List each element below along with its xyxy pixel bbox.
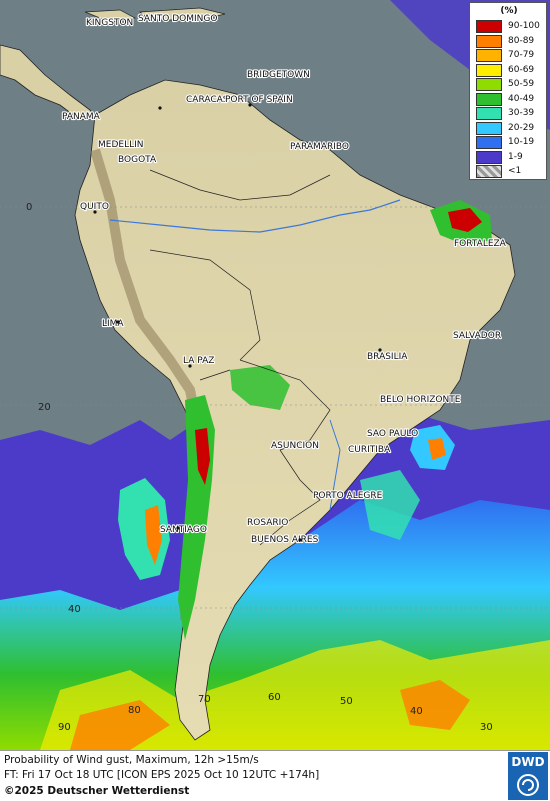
legend-unit: (%) [500, 6, 518, 16]
legend-item: 50-59 [476, 78, 546, 91]
lat-label: 20 [38, 402, 51, 413]
legend-item: <1 [476, 165, 546, 178]
legend-swatch [476, 150, 502, 164]
city-label: BRIDGETOWN [247, 70, 310, 80]
city-label: PORT OF SPAIN [225, 95, 293, 105]
dwd-logo: DWD [508, 752, 548, 800]
amazon-river [109, 199, 401, 233]
legend-swatch [476, 121, 502, 135]
legend-swatch [476, 165, 502, 178]
legend-label: 60-69 [508, 64, 535, 75]
city-label: SANTIAGO [160, 525, 207, 535]
city-label: BRASILIA [367, 352, 408, 362]
legend: (%) 90-100 80-89 70-79 60-69 50-59 40-49 30-39… [469, 2, 547, 180]
legend-label: 20-29 [508, 122, 535, 133]
city-label: KINGSTON [86, 18, 133, 28]
legend-swatch [476, 49, 502, 62]
prob-lapaz-area [230, 365, 290, 410]
city-label: QUITO [80, 202, 109, 212]
city-label: BUENOS AIRES [251, 535, 319, 545]
city-label: SANTO DOMINGO [138, 14, 217, 24]
parana-river [329, 419, 341, 511]
lon-label: 50 [340, 696, 353, 707]
legend-swatch [476, 20, 502, 33]
south-america-land [74, 79, 516, 741]
legend-label: 90-100 [508, 21, 540, 31]
lon-label: 60 [268, 692, 281, 703]
country-borders [149, 169, 331, 546]
city-markers [93, 103, 382, 542]
legend-label: 50-59 [508, 79, 535, 89]
city-label: CURITIBA [348, 445, 391, 455]
lon-label: 80 [128, 705, 141, 716]
footer: Probability of Wind gust, Maximum, 12h >… [0, 750, 550, 801]
city-label: ASUNCION [271, 441, 319, 451]
lat-label: 40 [68, 604, 81, 615]
lon-label: 90 [58, 722, 71, 733]
legend-swatch [476, 78, 502, 91]
legend-item: 90-100 [476, 20, 546, 33]
forecast-time: FT: Fri 17 Oct 18 UTC [ICON EPS 2025 Oct… [4, 769, 320, 781]
legend-swatch [476, 136, 502, 149]
legend-swatch [476, 107, 502, 120]
lon-label: 70 [198, 694, 211, 705]
city-label: LIMA [102, 319, 124, 329]
graticule [0, 206, 550, 609]
legend-swatch [476, 63, 502, 77]
city-label: BELO HORIZONTE [380, 395, 461, 405]
legend-label: 40-49 [508, 93, 535, 104]
legend-item: 30-39 [476, 107, 546, 120]
legend-item: 40-49 [476, 92, 546, 106]
legend-label: 30-39 [508, 108, 535, 118]
lat-labels: 0 20 40 [26, 202, 81, 615]
legend-label: 80-89 [508, 35, 535, 46]
legend-label: <1 [508, 166, 522, 176]
lon-label: 30 [480, 722, 493, 733]
city-label: PORTO ALEGRE [313, 491, 383, 501]
forecast-map[interactable]: 0 20 40 90 80 70 60 50 40 30 KINGSTON SA… [0, 0, 550, 750]
legend-label: 70-79 [508, 50, 535, 60]
caribbean-islands [84, 7, 226, 23]
dwd-logo-text: DWD [511, 755, 545, 769]
legend-item: 10-19 [476, 136, 546, 149]
prob-saopaulo-core [428, 438, 446, 460]
legend-label: 1-9 [508, 151, 523, 162]
product-title: Probability of Wind gust, Maximum, 12h >… [4, 754, 259, 766]
prob-fortaleza-core [448, 208, 482, 232]
lon-label: 40 [410, 706, 423, 717]
copyright: ©2025 Deutscher Wetterdienst [4, 785, 190, 797]
legend-item: 80-89 [476, 34, 546, 48]
swirl-icon [517, 774, 539, 796]
city-label: ROSARIO [247, 518, 288, 528]
legend-swatch [476, 34, 502, 48]
city-label: MEDELLIN [98, 140, 143, 150]
prob-santiago-core [145, 505, 162, 565]
city-labels: KINGSTON SANTO DOMINGO BRIDGETOWN CARACA… [61, 13, 508, 546]
city-label: LA PAZ [183, 356, 214, 366]
city-label: FORTALEZA [454, 239, 507, 249]
lat-label: 0 [26, 202, 32, 213]
city-label: CARACAS [186, 95, 229, 105]
city-label: SAO PAULO [367, 429, 418, 439]
lon-labels: 90 80 70 60 50 40 30 [58, 692, 493, 733]
central-america-land [0, 44, 96, 121]
city-label: SALVADOR [453, 331, 501, 341]
prob-field-bottom-orange [70, 680, 470, 750]
city-label: PARAMARIBO [290, 142, 349, 152]
city-label: PANAMA [62, 112, 101, 122]
city-label: BOGOTA [118, 155, 157, 165]
prob-andes-core [195, 428, 210, 485]
legend-item: 1-9 [476, 150, 546, 164]
prob-atlantic-east [360, 470, 420, 540]
legend-item: 60-69 [476, 63, 546, 77]
legend-label: 10-19 [508, 137, 535, 147]
legend-swatch [476, 92, 502, 106]
legend-item: 70-79 [476, 49, 546, 62]
legend-item: 20-29 [476, 121, 546, 135]
